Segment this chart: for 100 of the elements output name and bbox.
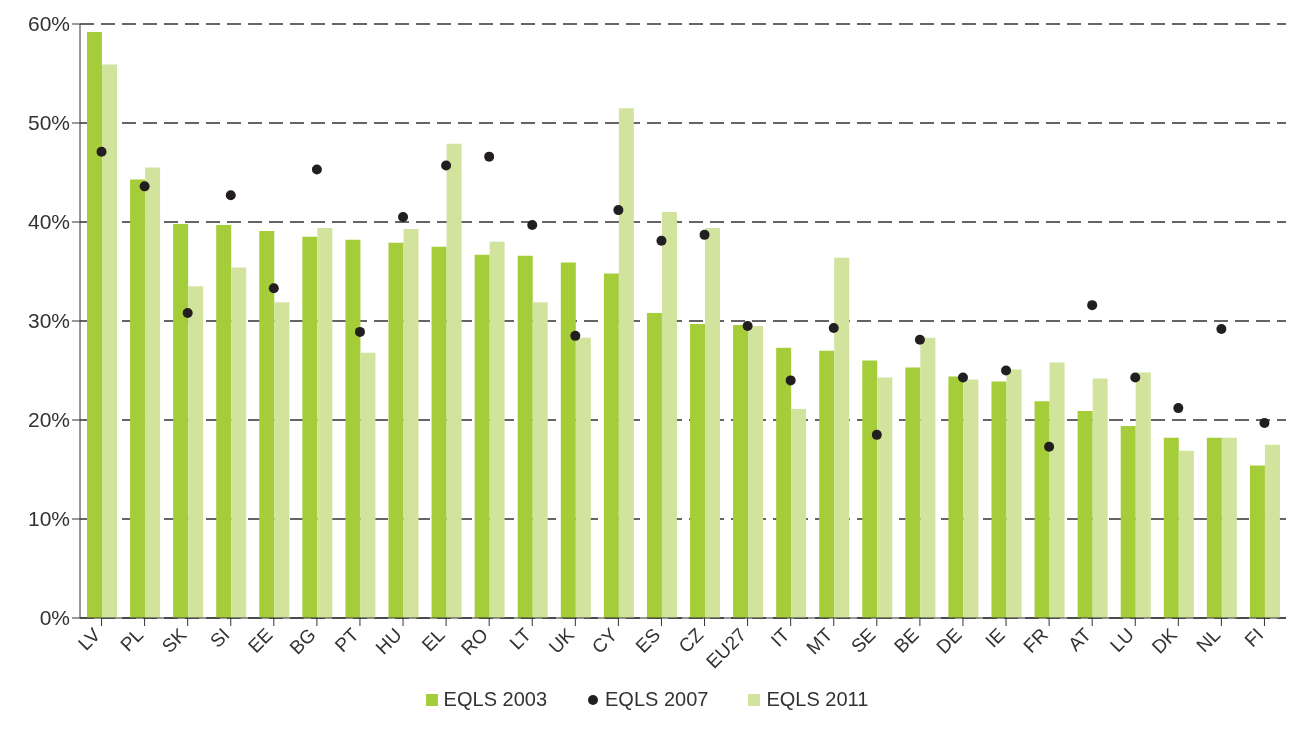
bar xyxy=(690,323,705,618)
bar xyxy=(748,325,764,618)
x-tick-label: LV xyxy=(74,623,105,655)
bar xyxy=(130,179,146,618)
point xyxy=(656,235,667,246)
point xyxy=(398,212,409,223)
x-tick-label: ES xyxy=(631,623,665,657)
x-tick-label: CY xyxy=(587,623,622,658)
x-tick-label: PT xyxy=(330,623,364,656)
x-tick-label: NL xyxy=(1192,623,1225,657)
bar xyxy=(1206,437,1222,618)
point xyxy=(914,334,925,345)
legend-label: EQLS 2007 xyxy=(604,688,709,711)
bar xyxy=(705,227,720,618)
bar xyxy=(834,257,850,618)
bar xyxy=(403,228,419,618)
x-tick-label: DE xyxy=(932,623,966,658)
bar xyxy=(87,31,102,618)
x-tick-label: IT xyxy=(766,623,794,651)
bar xyxy=(618,108,634,618)
y-tick-label: 10% xyxy=(27,507,70,531)
x-tick-label: SE xyxy=(846,623,880,657)
point xyxy=(225,190,236,201)
y-tick-label: 0% xyxy=(39,606,70,630)
bar xyxy=(1163,437,1179,618)
bar xyxy=(1034,401,1050,618)
bar xyxy=(302,236,318,618)
point xyxy=(354,326,365,337)
x-tick-label: LU xyxy=(1106,623,1139,657)
legend-label: EQLS 2003 xyxy=(442,688,548,711)
bar xyxy=(173,223,189,618)
point xyxy=(1173,403,1184,414)
point xyxy=(957,372,968,383)
bar xyxy=(991,381,1007,618)
bar xyxy=(388,242,404,618)
x-tick-label: BG xyxy=(285,623,320,659)
point xyxy=(785,375,796,386)
point xyxy=(1130,372,1141,383)
point xyxy=(570,330,581,341)
point xyxy=(96,146,107,157)
bar xyxy=(877,377,893,618)
bar xyxy=(446,143,462,618)
legend-label: EQLS 2011 xyxy=(765,688,869,711)
bar xyxy=(819,350,835,618)
x-tick-label: DK xyxy=(1147,623,1182,658)
bar xyxy=(733,324,749,618)
x-tick-label: HU xyxy=(371,623,406,659)
bar xyxy=(1120,425,1136,618)
bar xyxy=(317,227,333,618)
bar xyxy=(661,212,677,618)
point xyxy=(1044,441,1055,452)
bar xyxy=(345,239,361,618)
bar xyxy=(1249,465,1265,618)
x-tick-label: LT xyxy=(505,623,536,654)
point xyxy=(182,308,193,319)
point xyxy=(1087,300,1098,311)
x-tick-label: BE xyxy=(889,623,923,657)
bar xyxy=(646,313,662,618)
bar xyxy=(532,302,548,618)
y-tick-label: 30% xyxy=(27,309,70,333)
point xyxy=(613,205,624,216)
bar xyxy=(862,360,878,618)
bar xyxy=(603,273,619,618)
y-tick-label: 40% xyxy=(27,210,70,234)
y-tick-label: 20% xyxy=(27,408,70,432)
bar xyxy=(791,409,807,618)
y-tick-label: 60% xyxy=(27,12,70,36)
point xyxy=(828,322,839,333)
bar xyxy=(1264,444,1280,618)
bar xyxy=(560,262,576,618)
x-tick-label: EE xyxy=(243,623,277,657)
bar xyxy=(776,347,792,618)
bar xyxy=(948,376,964,618)
point xyxy=(1216,323,1227,334)
bar xyxy=(575,337,591,618)
bar xyxy=(920,337,936,618)
bar xyxy=(474,254,490,618)
point xyxy=(1001,365,1012,376)
x-tick-label: FI xyxy=(1240,623,1268,651)
bar xyxy=(1049,362,1065,618)
bar xyxy=(188,286,204,618)
point xyxy=(268,283,279,294)
point xyxy=(1259,417,1270,428)
x-tick-label: UK xyxy=(544,623,579,658)
point xyxy=(139,181,150,192)
x-tick-label: SK xyxy=(157,623,191,657)
point xyxy=(484,151,495,162)
bar xyxy=(145,167,161,618)
x-tick-label: FR xyxy=(1019,623,1052,657)
bar xyxy=(259,230,275,618)
x-tick-label: IE xyxy=(981,623,1009,652)
x-tick-label: MT xyxy=(802,623,837,659)
bar xyxy=(274,302,290,618)
x-tick-label: EL xyxy=(417,623,449,656)
point xyxy=(742,320,753,331)
x-tick-label: SI xyxy=(206,623,234,652)
x-tick-label: PL xyxy=(116,623,148,656)
bar xyxy=(489,241,505,618)
point xyxy=(527,219,538,230)
bar xyxy=(1092,378,1108,618)
